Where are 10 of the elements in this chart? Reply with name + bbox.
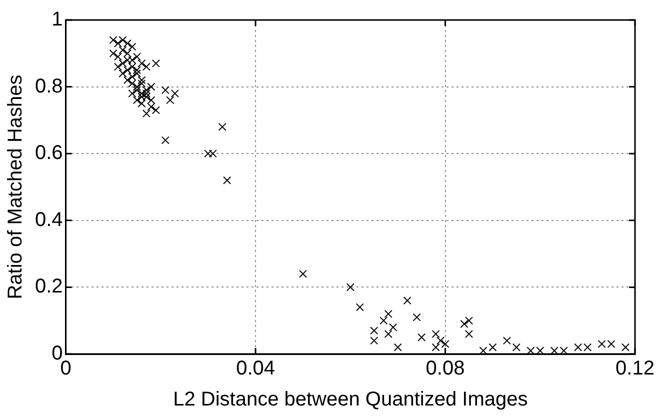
y-tick-label: 0.6 xyxy=(34,142,63,164)
x-tick-label: 0.12 xyxy=(616,358,654,380)
y-tick-label: 0.8 xyxy=(34,75,63,98)
x-axis-title: L2 Distance between Quantized Images xyxy=(173,388,528,411)
x-tick-label: 0.08 xyxy=(426,358,465,380)
y-tick-label: 0.2 xyxy=(34,276,63,298)
x-tick-label: 0.04 xyxy=(236,358,276,380)
y-axis-title: Ratio of Matched Hashes xyxy=(4,74,27,300)
y-tick-label: 0.4 xyxy=(34,208,63,231)
y-tick-label: 1 xyxy=(52,8,63,31)
